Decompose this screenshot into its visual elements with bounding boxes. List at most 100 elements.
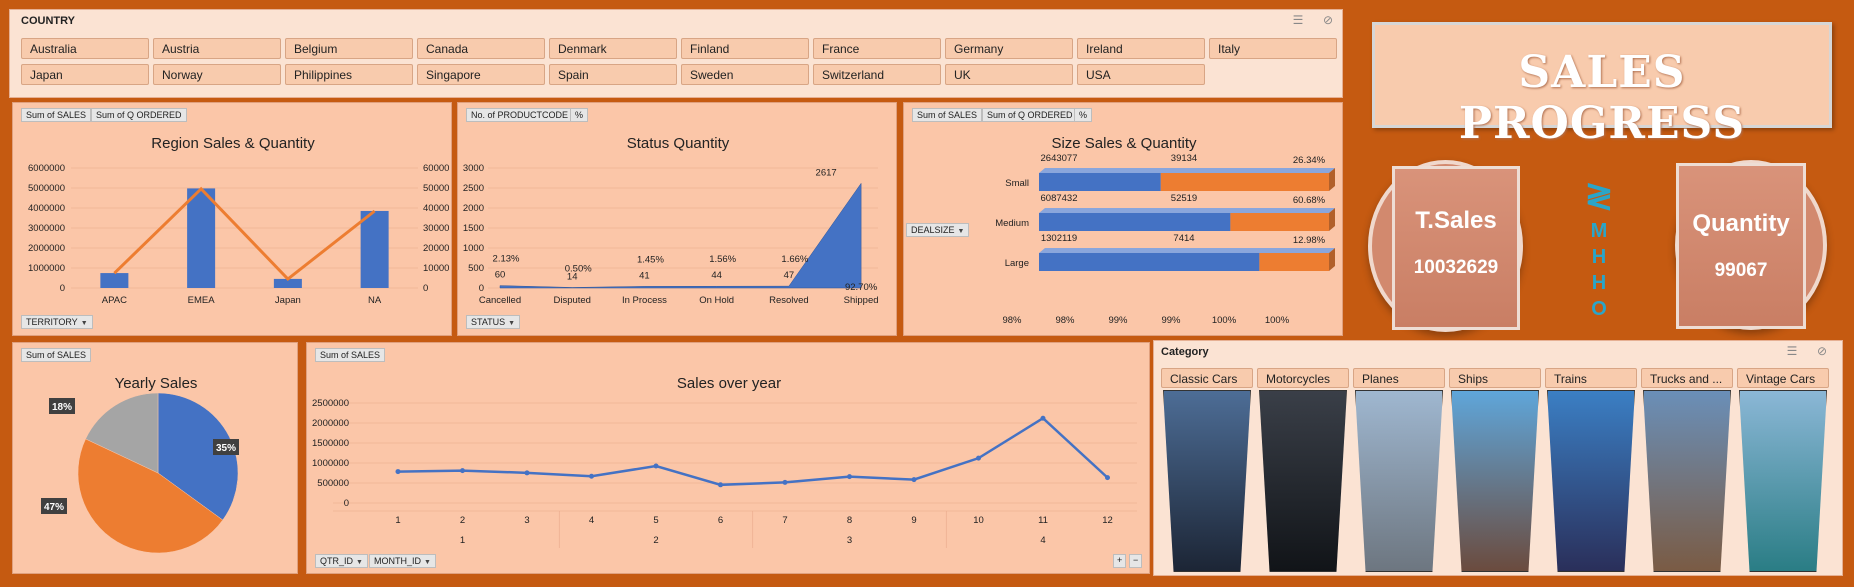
field-sum-qty[interactable]: Sum of Q ORDERED xyxy=(91,108,187,122)
bar-sales-medium xyxy=(1039,213,1231,231)
sales-point xyxy=(460,468,465,474)
data-label-percent: 0.50% xyxy=(565,263,592,274)
category-trains[interactable]: Trains xyxy=(1545,368,1637,388)
category-slicer: Category ☰ ⊘ Classic Cars Motorcycles Plan… xyxy=(1153,340,1843,576)
field-sum-sales[interactable]: Sum of SALES xyxy=(21,108,92,122)
territory-filter-button[interactable]: TERRITORY ▼ xyxy=(21,315,93,329)
motorcycle-image[interactable] xyxy=(1259,390,1347,572)
bar-side-medium xyxy=(1329,208,1335,231)
field-percent[interactable]: % xyxy=(570,108,589,122)
bar-qty-large xyxy=(1259,253,1329,271)
total-sales-value: 10032629 xyxy=(1413,257,1499,278)
data-label-percent: 1.56% xyxy=(709,254,736,265)
bar-side-large xyxy=(1329,248,1335,271)
country-spain[interactable]: Spain xyxy=(549,64,677,85)
dealsize-filter-button[interactable]: DEALSIZE ▼ xyxy=(906,223,970,237)
country-japan[interactable]: Japan xyxy=(21,64,149,85)
category-trucks-and[interactable]: Trucks and ... xyxy=(1641,368,1733,388)
status-filter-button[interactable]: STATUS ▼ xyxy=(466,315,521,329)
y-tick: 2000000 xyxy=(312,418,349,429)
data-label-qty: 39134 xyxy=(1171,153,1197,164)
y-tick-right: 60000 xyxy=(423,163,449,174)
y-tick: 2000 xyxy=(463,203,484,214)
data-label-percent: 26.34% xyxy=(1293,155,1326,166)
sales-point xyxy=(524,470,530,476)
data-label-percent: 2.13% xyxy=(493,254,520,265)
country-australia[interactable]: Australia xyxy=(21,38,149,59)
bus-image[interactable] xyxy=(1643,390,1731,572)
country-denmark[interactable]: Denmark xyxy=(549,38,677,59)
sales-point xyxy=(653,463,659,469)
category-slicer-title: Category xyxy=(1161,346,1209,358)
size-chart-plot: Small 2643077 39134 26.34% Medium 6087432 5251… xyxy=(995,153,1335,326)
size-chart-panel: Sum of SALES Sum of Q ORDERED % Size Sal… xyxy=(903,102,1343,336)
y-tick: 0 xyxy=(479,283,484,294)
y-tick-left: 2000000 xyxy=(28,243,65,254)
expand-button[interactable]: + xyxy=(1113,554,1127,568)
country-finland[interactable]: Finland xyxy=(681,38,809,59)
sales-line xyxy=(397,416,1109,487)
country-france[interactable]: France xyxy=(813,38,941,59)
region-chart-plot: 6000000 60000 5000000 50000 4000000 40000 3000… xyxy=(28,163,449,306)
category-ships[interactable]: Ships xyxy=(1449,368,1541,388)
bar-top-small xyxy=(1039,168,1335,173)
vintage-car-image[interactable] xyxy=(1739,390,1827,572)
x-tick-in-process: In Process xyxy=(622,295,667,306)
y-tick: 3000 xyxy=(463,163,484,174)
train-image[interactable] xyxy=(1547,390,1635,572)
sales-year-chart-title: Sales over year xyxy=(676,375,782,392)
country-switzerland[interactable]: Switzerland xyxy=(813,64,941,85)
y-tick: 1000 xyxy=(463,243,484,254)
month-filter-button[interactable]: MONTH_ID ▼ xyxy=(369,554,436,568)
country-canada[interactable]: Canada xyxy=(417,38,545,59)
y-tick: 1500000 xyxy=(312,438,349,449)
category-motorcycles[interactable]: Motorcycles xyxy=(1257,368,1349,388)
country-austria[interactable]: Austria xyxy=(153,38,281,59)
field-sum-sales-yearly[interactable]: Sum of SALES xyxy=(21,348,92,362)
country-singapore[interactable]: Singapore xyxy=(417,64,545,85)
field-sum-sales-size[interactable]: Sum of SALES xyxy=(912,108,983,122)
country-usa[interactable]: USA xyxy=(1077,64,1205,85)
clear-filter-icon[interactable]: ⊘ xyxy=(1816,344,1828,358)
ship-image[interactable] xyxy=(1451,390,1539,572)
country-italy[interactable]: Italy xyxy=(1209,38,1337,59)
country-norway[interactable]: Norway xyxy=(153,64,281,85)
plane-image[interactable] xyxy=(1355,390,1443,572)
country-ireland[interactable]: Ireland xyxy=(1077,38,1205,59)
car-image[interactable] xyxy=(1163,390,1251,572)
field-percent-size[interactable]: % xyxy=(1074,108,1093,122)
data-label-value: 41 xyxy=(639,270,650,281)
data-label-percent: 60.68% xyxy=(1293,195,1326,206)
pie-slice xyxy=(77,438,224,554)
pie-label: 47% xyxy=(44,502,64,513)
total-sales-card-face: T.Sales 10032629 xyxy=(1392,166,1520,330)
y-tick: 1500 xyxy=(463,223,484,234)
multi-select-icon[interactable]: ☰ xyxy=(1786,344,1798,358)
x-tick-month: 4 xyxy=(589,515,594,526)
category-planes[interactable]: Planes xyxy=(1353,368,1445,388)
category-vintage-cars[interactable]: Vintage Cars xyxy=(1737,368,1829,388)
x-tick-quarter: 1 xyxy=(460,535,465,546)
qtr-filter-button[interactable]: QTR_ID ▼ xyxy=(315,554,368,568)
y-tick-right: 30000 xyxy=(423,223,449,234)
country-uk[interactable]: UK xyxy=(945,64,1073,85)
data-label-percent: 1.66% xyxy=(781,254,808,265)
collapse-button[interactable]: − xyxy=(1129,554,1143,568)
quantity-card-face: Quantity 99067 xyxy=(1676,163,1806,329)
x-tick-month: 9 xyxy=(911,515,916,526)
multi-select-icon[interactable]: ☰ xyxy=(1292,13,1304,27)
field-sum-sales-year[interactable]: Sum of SALES xyxy=(315,348,386,362)
x-tick-month: 3 xyxy=(524,515,529,526)
country-belgium[interactable]: Belgium xyxy=(285,38,413,59)
country-philippines[interactable]: Philippines xyxy=(285,64,413,85)
country-germany[interactable]: Germany xyxy=(945,38,1073,59)
y-tick: 500000 xyxy=(317,478,349,489)
country-sweden[interactable]: Sweden xyxy=(681,64,809,85)
page-title: SALES PROGRESS xyxy=(1458,47,1746,149)
y-tick: 500 xyxy=(468,263,484,274)
title-banner: SALES PROGRESS xyxy=(1372,22,1832,149)
clear-filter-icon[interactable]: ⊘ xyxy=(1322,13,1334,27)
quantity-value: 99067 xyxy=(1714,260,1768,281)
category-classic-cars[interactable]: Classic Cars xyxy=(1161,368,1253,388)
